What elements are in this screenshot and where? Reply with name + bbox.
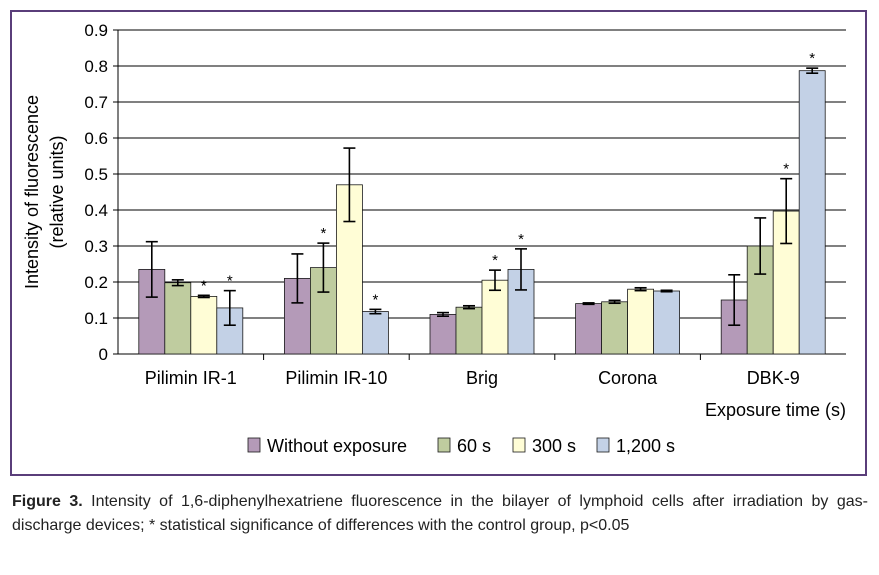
y-axis-label: (relative units) xyxy=(47,135,67,248)
bar xyxy=(575,303,602,355)
legend-swatch xyxy=(437,437,451,453)
x-tick-label: DBK-9 xyxy=(747,368,800,388)
y-tick-label: 0 xyxy=(99,345,108,364)
x-tick-label: Corona xyxy=(598,368,658,388)
chart-frame: 0 0.1 0.2 0.3 0.4 0.5 0.6 0.7 0.8 0.9 * * Pilimin IR… xyxy=(10,10,867,476)
bar xyxy=(798,70,826,355)
caption-text: Intensity of 1,6-diphenylhexatriene fluo… xyxy=(12,493,868,534)
bar xyxy=(429,313,457,355)
y-tick-label: 0.6 xyxy=(84,129,108,148)
significance-marker: * xyxy=(320,225,326,242)
y-tick-label: 0.7 xyxy=(84,93,108,112)
y-tick-label: 0.4 xyxy=(84,201,108,220)
bar xyxy=(653,290,680,355)
legend-swatch xyxy=(247,437,261,453)
significance-marker: * xyxy=(492,252,498,269)
legend-swatch xyxy=(512,437,526,453)
x-tick-label: Brig xyxy=(466,368,498,388)
significance-marker: * xyxy=(372,291,378,308)
bar xyxy=(455,306,483,355)
y-tick-label: 0.3 xyxy=(84,237,108,256)
x-tick-label: Pilimin IR-10 xyxy=(285,368,387,388)
legend-label: 1,200 s xyxy=(616,436,675,456)
x-axis-label: Exposure time (s) xyxy=(705,400,846,420)
y-axis-label: Intensity of fluorescence xyxy=(22,95,42,289)
significance-marker: * xyxy=(201,277,207,294)
significance-marker: * xyxy=(809,50,815,67)
figure-caption: Figure 3. Intensity of 1,6-diphenylhexat… xyxy=(12,490,868,538)
bar xyxy=(481,279,509,355)
legend-label: 60 s xyxy=(457,436,491,456)
y-tick-label: 0.8 xyxy=(84,57,108,76)
caption-label: Figure 3. xyxy=(12,493,83,510)
y-tick-label: 0.9 xyxy=(84,21,108,40)
bar xyxy=(164,282,192,355)
significance-marker: * xyxy=(518,231,524,248)
x-tick-label: Pilimin IR-1 xyxy=(145,368,237,388)
y-tick-label: 0.2 xyxy=(84,273,108,292)
bar xyxy=(190,295,218,355)
bar-chart: 0 0.1 0.2 0.3 0.4 0.5 0.6 0.7 0.8 0.9 * * Pilimin IR… xyxy=(22,21,846,456)
bar xyxy=(627,288,654,355)
y-tick-label: 0.1 xyxy=(84,309,108,328)
y-tick-label: 0.5 xyxy=(84,165,108,184)
bar xyxy=(601,301,628,355)
significance-marker: * xyxy=(783,161,789,178)
significance-marker: * xyxy=(227,273,233,290)
legend-swatch xyxy=(596,437,610,453)
legend-label: Without exposure xyxy=(267,436,407,456)
legend-label: 300 s xyxy=(532,436,576,456)
bar xyxy=(361,311,389,355)
